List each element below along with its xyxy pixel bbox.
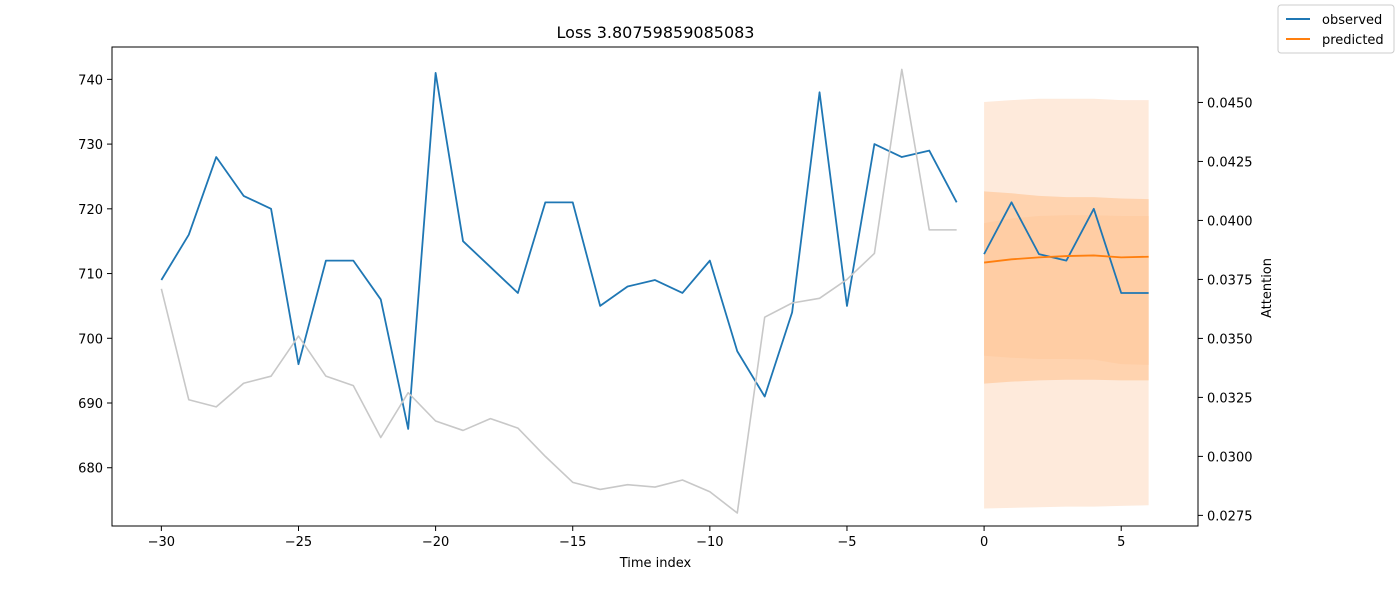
y-tick-label: 730 [78,138,103,153]
x-tick-label: −30 [148,535,175,550]
y2-tick-label: 0.0325 [1207,391,1253,406]
chart-title: Loss 3.80759859085083 [557,23,755,42]
predicted-line-2 [983,254,1149,264]
y2-tick-label: 0.0275 [1207,509,1253,524]
x-tick-label: 5 [1117,535,1125,550]
y2-axis-title: Attention [1260,258,1275,318]
y-tick-label: 720 [78,203,103,218]
y-tick-label: 700 [78,332,103,347]
x-tick-label: −20 [422,535,449,550]
attention-line [160,68,957,514]
y2-tick-label: 0.0425 [1207,155,1253,170]
x-tick-label: −5 [837,535,856,550]
observed-line-1 [983,201,1149,294]
y2-tick-label: 0.0400 [1207,214,1253,229]
legend-label-predicted: predicted [1322,33,1384,48]
plot-area [160,68,1149,514]
axes: −30 −25 −20 −15 −10 −5 0 5 680 690 700 710 720 730 740… [78,46,1253,550]
x-tick-label: −10 [696,535,723,550]
legend-label-observed: observed [1322,13,1382,28]
y2-tick-label: 0.0450 [1207,96,1253,111]
y-tick-label: 740 [78,73,103,88]
plot-frame [111,46,1199,527]
y2-tick-label: 0.0375 [1207,273,1253,288]
y2-tick-label: 0.0350 [1207,332,1253,347]
x-tick-label: 0 [980,535,988,550]
y-tick-label: 690 [78,397,103,412]
y-tick-label: 680 [78,462,103,477]
observed-line-0 [160,71,958,430]
legend: observed predicted [1277,4,1395,54]
legend-frame [1277,4,1395,54]
x-tick-label: −25 [285,535,312,550]
y-tick-label: 710 [78,268,103,283]
y2-tick-label: 0.0300 [1207,450,1253,465]
prediction-band-2 [984,215,1149,365]
x-tick-label: −15 [559,535,586,550]
x-axis-title: Time index [619,556,692,571]
